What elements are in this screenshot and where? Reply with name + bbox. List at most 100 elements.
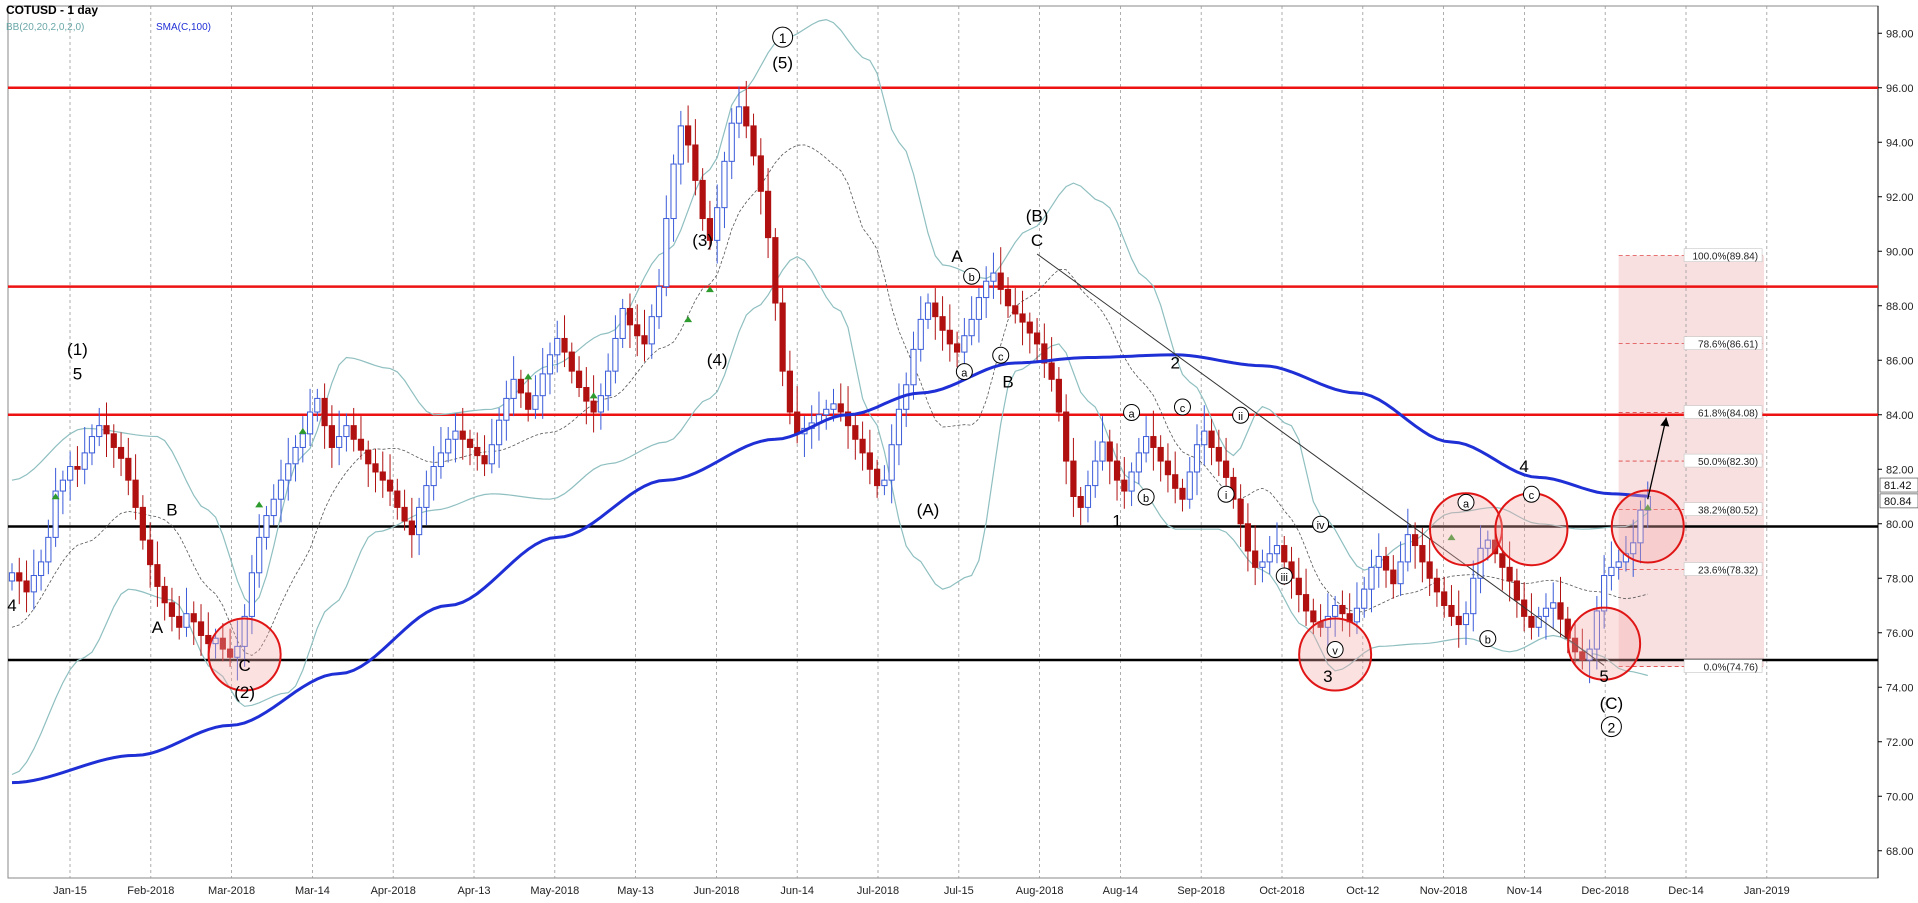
wave-label: 5: [73, 364, 82, 383]
candle-body: [1157, 446, 1164, 462]
circled-wave-marker: [1326, 641, 1344, 659]
wave-label: 3: [1323, 667, 1332, 686]
candle-body: [517, 378, 524, 394]
candle-body: [445, 438, 452, 454]
candle-body: [641, 335, 648, 345]
bollinger-upper: [11, 18, 1649, 607]
candle-body: [1106, 441, 1113, 462]
candle-body: [946, 329, 953, 345]
candle-body: [488, 444, 495, 465]
candle-body: [1528, 615, 1535, 628]
candle-body: [685, 125, 692, 146]
candle-body: [1172, 474, 1179, 489]
candle-body: [176, 615, 183, 628]
candle-body: [248, 572, 256, 617]
candle-body: [1513, 580, 1520, 601]
candle-body: [394, 490, 401, 508]
candle-body: [1252, 550, 1259, 568]
candle-body: [910, 348, 917, 386]
y-tick-label: 68.00: [1886, 846, 1914, 858]
candle-body: [1368, 566, 1375, 590]
last-price-labels: 81.42 80.84: [1879, 477, 1918, 509]
candle-body: [874, 468, 881, 487]
wave-label: (2): [234, 683, 255, 702]
candle-body: [1462, 613, 1470, 626]
circled-wave-marker: [955, 363, 973, 381]
candle-body: [1404, 534, 1411, 563]
wave-label: B: [1002, 373, 1013, 392]
candle-body: [30, 575, 37, 593]
fib-label: 0.0%(74.76): [1704, 663, 1758, 674]
candle-body: [161, 585, 168, 604]
candle-body: [292, 446, 299, 465]
y-axis: 68.00 70.00 72.00 74.00 76.00 78.00 80.00 82.00…: [1877, 6, 1914, 878]
fib-label: 100.0%(89.84): [1692, 252, 1758, 263]
highlight-circle: [1429, 492, 1503, 567]
x-tick-label: Jan-15: [53, 885, 87, 897]
candle-body: [561, 337, 568, 353]
candle-body: [45, 536, 52, 563]
candle-body: [8, 572, 16, 582]
candle-body: [1579, 651, 1586, 661]
candle-body: [1070, 460, 1077, 498]
candle-body: [1048, 362, 1055, 380]
candle-body: [430, 466, 437, 487]
y-tick-label: 82.00: [1886, 464, 1914, 476]
candle-body: [1077, 496, 1084, 508]
candle-body: [1259, 561, 1266, 568]
candle-body: [1113, 460, 1121, 481]
candle-body: [823, 408, 830, 416]
candle-body: [81, 452, 88, 470]
wave-label: C: [238, 656, 250, 675]
wave-label: C: [1031, 231, 1043, 250]
candle-body: [917, 318, 924, 350]
candle-body: [227, 648, 234, 658]
candle-body: [1135, 452, 1142, 473]
candle-body: [1302, 594, 1310, 612]
circled-wave-label: iv: [1317, 520, 1325, 532]
circled-wave-marker: [1479, 630, 1497, 648]
candle-body: [1353, 607, 1361, 623]
candle-body: [1637, 509, 1644, 544]
wave-label: 2: [1170, 353, 1179, 372]
wave-label: A: [951, 247, 963, 266]
buy-signal-arrow: [51, 493, 60, 500]
candle-body: [1397, 561, 1404, 585]
candle-body: [212, 637, 219, 645]
candle-body: [37, 561, 45, 577]
candle-body: [219, 637, 226, 650]
candle-body: [1390, 569, 1397, 585]
candle-body: [1448, 605, 1455, 617]
candle-body: [699, 179, 706, 220]
candle-body: [721, 160, 728, 209]
wave-label: (B): [1026, 206, 1049, 225]
x-tick-label: Apr-13: [457, 885, 490, 897]
circled-wave-marker: [963, 267, 981, 285]
candle-body: [612, 337, 619, 372]
candle-body: [932, 302, 939, 318]
fib-label-box: [1683, 502, 1763, 516]
candle-body: [983, 280, 990, 299]
candle-body: [1237, 498, 1244, 525]
x-tick-label: Nov-2018: [1420, 885, 1468, 897]
circled-wave-marker: [1137, 488, 1155, 506]
candle-body: [1557, 602, 1564, 620]
candle-body: [1055, 378, 1062, 413]
candle-body: [1033, 332, 1041, 345]
circled-wave-marker: [1232, 406, 1250, 424]
candle-body: [452, 430, 459, 440]
wave-label: (5): [772, 54, 793, 73]
y-tick-label: 84.00: [1886, 410, 1914, 422]
candle-body: [74, 466, 81, 470]
candle-body: [1201, 430, 1208, 446]
candle-body: [997, 272, 1004, 290]
candle-body: [1535, 615, 1542, 628]
candle-body: [59, 479, 66, 492]
wave-label: (1): [67, 340, 88, 359]
candle-body: [1441, 591, 1448, 606]
highlight-circle: [1494, 492, 1569, 567]
candle-body: [677, 125, 684, 165]
candle-body: [67, 466, 74, 481]
bollinger-lower: [11, 256, 1648, 776]
candle-body: [779, 302, 786, 372]
